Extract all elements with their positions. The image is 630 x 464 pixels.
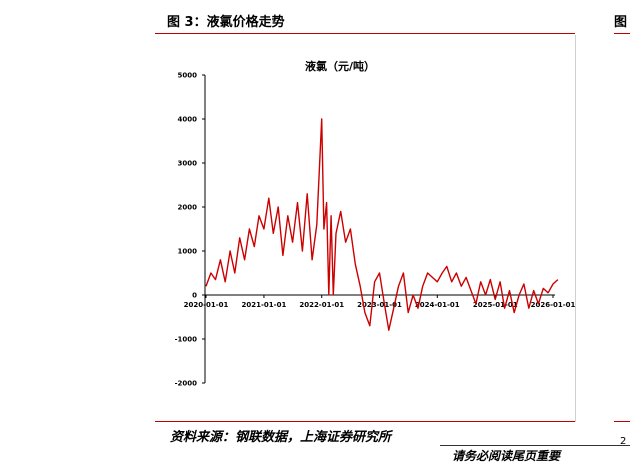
y-tick-label: 5000 (178, 72, 198, 80)
source-note: 资料来源：钢联数据，上海证券研究所 (170, 430, 392, 445)
x-tick-label: 2020-01-01 (184, 301, 229, 309)
x-tick-label: 2023-01-01 (357, 301, 402, 309)
y-axis: 5000 4000 3000 2000 1000 0 -1000 -2000 (175, 72, 206, 388)
bottom-rule (155, 421, 575, 422)
y-tick-label: 4000 (178, 116, 198, 124)
right-figure-fragment: 图 (614, 15, 628, 30)
right-title-rule (614, 33, 630, 34)
footer-rule (440, 445, 630, 446)
footer-text: 请务必阅读尾页重要 (452, 449, 561, 463)
figure-title: 图 3：液氯价格走势 (167, 15, 285, 30)
y-tick-label: 2000 (178, 204, 198, 212)
x-axis: 2020-01-01 2021-01-01 2022-01-01 2023-01-01… (184, 294, 576, 309)
y-tick-label: 0 (192, 292, 197, 300)
y-tick-label: 1000 (178, 248, 198, 256)
y-tick-label: -2000 (175, 380, 198, 388)
bottom-rule-right (614, 421, 630, 422)
y-tick-label: 3000 (178, 160, 198, 168)
figure-title-bar: 图 3：液氯价格走势 (155, 0, 575, 34)
x-tick-label: 2022-01-01 (299, 301, 344, 309)
x-tick-label: 2021-01-01 (242, 301, 287, 309)
chart-title: 液氯（元/吨） (305, 59, 375, 73)
x-tick-label: 2025-01-01 (473, 301, 518, 309)
title-rule (155, 33, 575, 34)
series-line (205, 118, 559, 331)
x-tick-label: 2026-01-01 (531, 301, 576, 309)
page-number: 2 (620, 436, 627, 447)
y-tick-label: -1000 (175, 336, 198, 344)
panel-divider (575, 35, 576, 422)
x-tick-label: 2024-01-01 (415, 301, 460, 309)
series-group (205, 118, 559, 331)
